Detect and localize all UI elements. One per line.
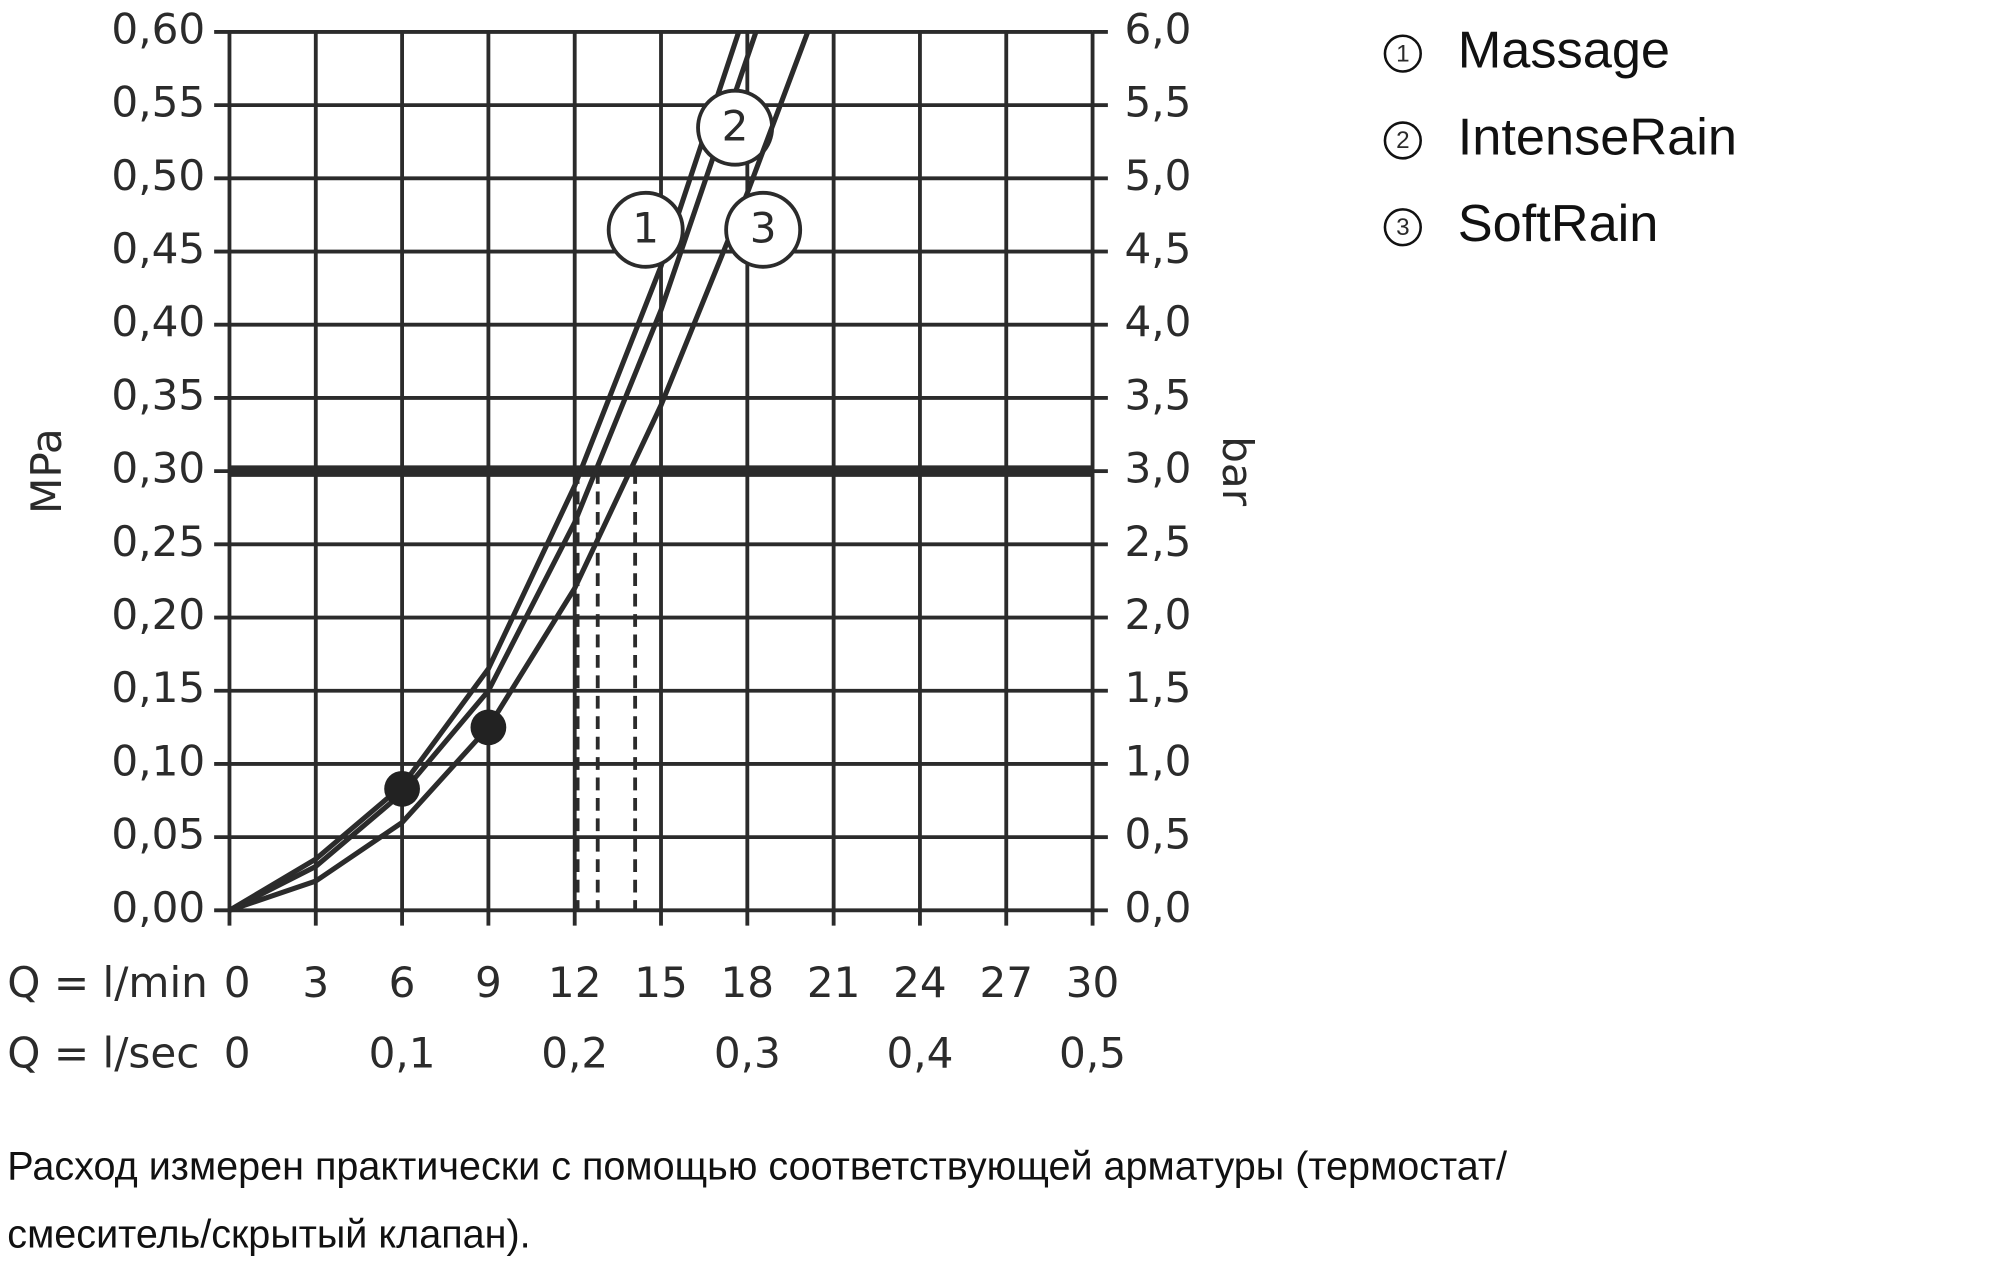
legend-marker-label: 3 xyxy=(1396,214,1410,241)
x2-tick-label: 0,2 xyxy=(541,1028,608,1077)
y2-tick-label: 2,0 xyxy=(1124,590,1191,639)
y-tick-label: 0,05 xyxy=(111,810,205,859)
y2-tick-label: 0,5 xyxy=(1124,810,1191,859)
x-tick-label: 12 xyxy=(548,958,602,1007)
footnote: Расход измерен практически с помощью соо… xyxy=(7,1145,1507,1189)
x-tick-label: 3 xyxy=(302,958,329,1007)
y2-tick-label: 1,5 xyxy=(1124,663,1191,712)
x-tick-label: 6 xyxy=(389,958,416,1007)
y2-tick-label: 3,0 xyxy=(1124,444,1191,493)
legend-marker-label: 2 xyxy=(1396,127,1410,154)
y-tick-label: 0,50 xyxy=(111,151,205,200)
curve-tag-label: 3 xyxy=(750,204,777,253)
y2-tick-label: 3,5 xyxy=(1124,370,1191,419)
y2-tick-label: 4,5 xyxy=(1124,224,1191,273)
y2-tick-label: 1,0 xyxy=(1124,736,1191,785)
y-tick-label: 0,10 xyxy=(111,736,205,785)
y-tick-label: 0,40 xyxy=(111,297,205,346)
y-tick-label: 0,00 xyxy=(111,883,205,932)
y2-tick-label: 6,0 xyxy=(1124,4,1191,53)
x2-tick-label: 0,4 xyxy=(886,1028,953,1077)
y2-tick-label: 0,0 xyxy=(1124,883,1191,932)
legend-label: IntenseRain xyxy=(1458,108,1737,166)
x2-tick-label: 0 xyxy=(224,1028,251,1077)
legend-label: SoftRain xyxy=(1458,195,1659,253)
x-tick-label: 15 xyxy=(634,958,688,1007)
curve-tag-label: 1 xyxy=(632,204,659,253)
series-line xyxy=(228,31,759,913)
x2-axis-label: Q = l/sec xyxy=(7,1028,199,1077)
y-tick-label: 0,15 xyxy=(111,663,205,712)
x2-tick-label: 0,5 xyxy=(1059,1028,1126,1077)
x-axis-label: Q = l/min xyxy=(7,958,208,1007)
legend-label: Massage xyxy=(1458,21,1670,79)
x-tick-label: 24 xyxy=(893,958,947,1007)
y2-axis-label: bar xyxy=(1213,436,1262,507)
legend-marker xyxy=(1383,208,1422,247)
x2-tick-label: 0,3 xyxy=(714,1028,781,1077)
y-tick-label: 0,60 xyxy=(111,4,205,53)
y-tick-label: 0,45 xyxy=(111,224,205,273)
y2-tick-label: 2,5 xyxy=(1124,517,1191,566)
legend-marker xyxy=(1383,34,1422,73)
y2-tick-label: 4,0 xyxy=(1124,297,1191,346)
series-line xyxy=(228,31,742,913)
curve-tag-label: 2 xyxy=(722,101,749,150)
y-tick-label: 0,20 xyxy=(111,590,205,639)
y-axis-label: MPa xyxy=(22,428,71,514)
y-tick-label: 0,30 xyxy=(111,444,205,493)
y2-tick-label: 5,0 xyxy=(1124,151,1191,200)
y-tick-label: 0,35 xyxy=(111,370,205,419)
x-tick-label: 21 xyxy=(807,958,861,1007)
x-tick-label: 9 xyxy=(475,958,502,1007)
curve-tag xyxy=(724,190,803,269)
y-tick-label: 0,55 xyxy=(111,78,205,127)
operating-point xyxy=(470,709,507,746)
x2-tick-label: 0,1 xyxy=(369,1028,436,1077)
operating-point xyxy=(384,770,420,807)
x-tick-label: 0 xyxy=(224,958,251,1007)
y2-tick-label: 5,5 xyxy=(1124,78,1191,127)
curve-tag xyxy=(606,190,685,269)
x-tick-label: 27 xyxy=(979,958,1033,1007)
footnote: смеситель/скрытый клапан). xyxy=(7,1212,530,1256)
x-tick-label: 30 xyxy=(1066,958,1120,1007)
x-tick-label: 18 xyxy=(721,958,775,1007)
y-tick-label: 0,25 xyxy=(111,517,205,566)
legend-marker-label: 1 xyxy=(1396,40,1410,67)
legend-marker xyxy=(1383,121,1422,160)
